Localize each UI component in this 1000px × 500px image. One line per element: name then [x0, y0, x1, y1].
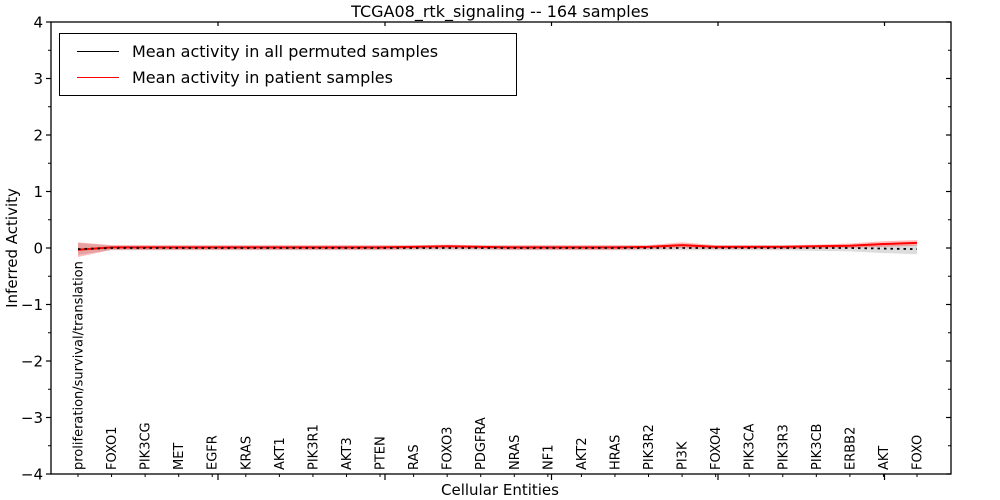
- x-tick-label: NF1: [541, 445, 556, 470]
- x-tick-label: MET: [172, 443, 187, 470]
- legend: Mean activity in all permuted samples Me…: [59, 33, 517, 96]
- x-tick-label: AKT3: [340, 437, 355, 470]
- y-tick-label: −3: [21, 409, 43, 427]
- x-tick-label: FOXO1: [105, 427, 120, 470]
- patient-mean-line: [77, 241, 918, 251]
- patient-line-sample: [77, 77, 119, 78]
- patient-samples-range-band: [78, 240, 917, 258]
- x-tick-label: PIK3CB: [810, 424, 825, 470]
- y-tick-label: 4: [33, 14, 43, 32]
- x-tick-label: ERBB2: [843, 427, 858, 470]
- x-tick-label: PDGFRA: [474, 417, 489, 470]
- x-tick-label: AKT: [877, 446, 892, 470]
- x-tick-label: NRAS: [508, 435, 523, 470]
- x-tick-label: PIK3CA: [743, 423, 758, 470]
- legend-label-permuted: Mean activity in all permuted samples: [132, 42, 439, 61]
- x-tick-label: proliferation/survival/translation: [72, 261, 87, 470]
- y-tick-label: 0: [33, 240, 43, 258]
- y-tick-label: 1: [33, 183, 43, 201]
- x-tick-label: EGFR: [206, 435, 221, 470]
- x-tick-label: FOXO3: [441, 427, 456, 470]
- y-tick-label: −2: [21, 353, 43, 371]
- x-tick-label: PIK3R3: [776, 424, 791, 470]
- y-tick-label: −4: [21, 466, 43, 484]
- x-tick-label: PIK3R2: [642, 424, 657, 470]
- legend-item-patient: Mean activity in patient samples: [77, 65, 516, 91]
- permuted-line-sample: [77, 51, 119, 52]
- x-tick-label: PTEN: [374, 436, 389, 470]
- y-tick-label: 3: [33, 70, 43, 88]
- x-tick-label: AKT2: [575, 437, 590, 470]
- x-tick-label: PI3K: [676, 441, 691, 470]
- x-tick-label: HRAS: [608, 435, 623, 470]
- legend-label-patient: Mean activity in patient samples: [132, 68, 393, 87]
- y-axis-label: Inferred Activity: [3, 188, 21, 308]
- y-tick-label: −1: [21, 296, 43, 314]
- x-tick-label: AKT1: [273, 437, 288, 470]
- legend-item-permuted: Mean activity in all permuted samples: [77, 39, 516, 65]
- x-tick-label: RAS: [407, 444, 422, 470]
- x-axis-label: Cellular Entities: [441, 481, 559, 499]
- x-tick-label: KRAS: [239, 436, 254, 470]
- chart-title: TCGA08_rtk_signaling -- 164 samples: [351, 2, 649, 21]
- x-tick-label: PIK3CG: [139, 422, 154, 470]
- x-tick-label: FOXO4: [709, 427, 724, 470]
- x-tick-label: PIK3R1: [306, 424, 321, 470]
- y-tick-label: 2: [33, 127, 43, 145]
- x-tick-label: FOXO: [911, 435, 926, 470]
